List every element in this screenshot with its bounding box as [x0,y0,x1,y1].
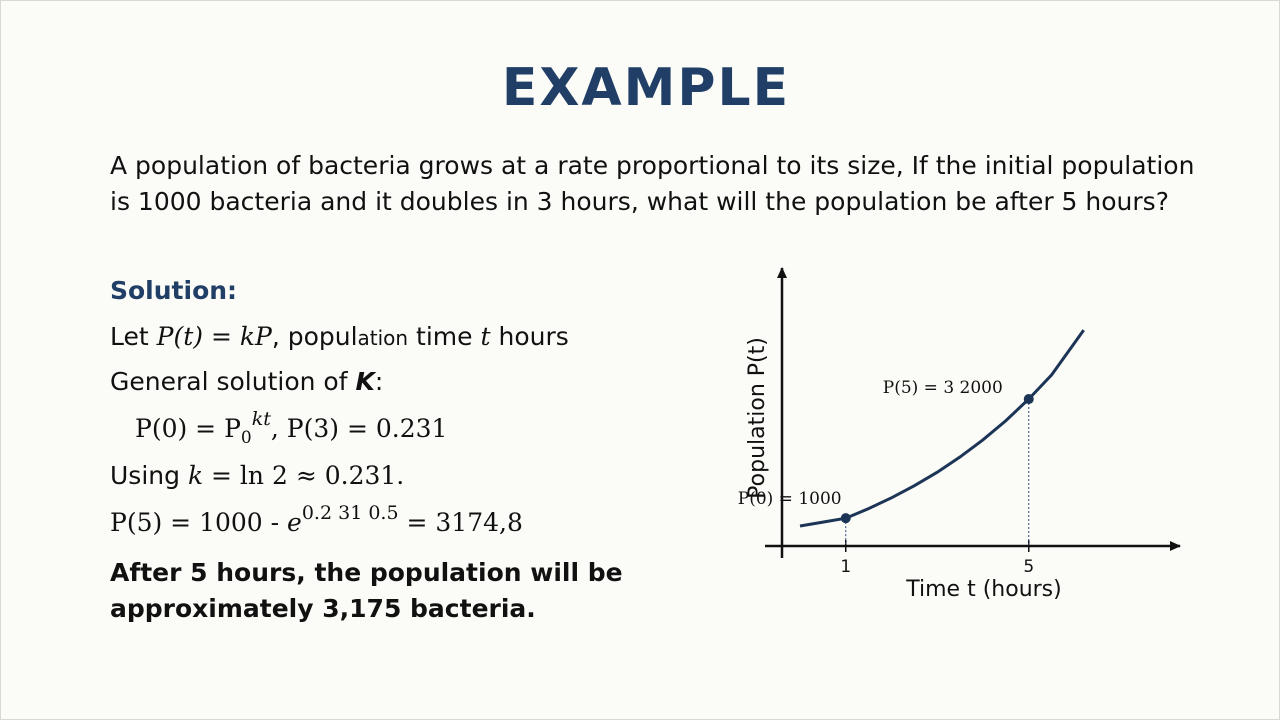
l5-formula-b: = 3174,8 [398,508,523,537]
l1-text-b: , popul [271,322,358,351]
data-point-0 [840,513,851,524]
l3-sub: 0 [240,428,252,448]
growth-curve [799,329,1085,528]
l1-text-d: time [408,322,481,351]
solution-line-1: Let P(t) = kP, population time t hours [110,322,569,351]
l1-text-a: Let [110,322,157,351]
point-label-1: P(5) = 3 2000 [883,378,1003,398]
l2-text-a: General solution of [110,367,356,396]
l3-formula-a: P(0) = P [135,414,241,443]
solution-line-3: P(0) = P0kt, P(3) = 0.231 [135,408,448,448]
l2-text-b: : [374,367,384,396]
l3-sup: kt [251,408,271,430]
l1-text-e: hours [490,322,569,351]
solution-line-5: P(5) = 1000 - e0.2 31 0.5 = 3174,8 [110,502,523,537]
l1-var-t: t [480,322,491,351]
l4-var-k: k [187,461,204,490]
solution-heading: Solution: [110,276,238,305]
solution-line-2: General solution of K: [110,367,383,396]
data-point-1 [1023,394,1034,405]
l1-formula: P(t) = kP [156,322,272,351]
x-tick-label-1: 5 [1023,557,1034,577]
l4-text-a: Using [110,461,188,490]
l4-formula: = ln 2 ≈ 0.231. [203,461,405,490]
l1-text-c: ation [357,326,409,350]
point-label-0: P(0) = 1000 [738,489,842,509]
problem-statement: A population of bacteria grows at a rate… [110,151,1195,216]
l2-var-k: K [355,367,375,396]
x-axis-label: Time t (hours) [905,577,1061,602]
slide-title: EXAMPLE [501,58,791,118]
x-tick-label-0: 1 [840,557,851,577]
l5-formula-a: P(5) = 1000 - [110,508,288,537]
solution-line-4: Using k = ln 2 ≈ 0.231. [110,461,404,490]
l5-e: e [287,508,302,537]
conclusion-text: After 5 hours, the population will be ap… [110,558,623,623]
l5-sup: 0.2 31 0.5 [301,502,399,524]
l3-formula-b: , P(3) = 0.231 [270,414,448,443]
y-axis-label: Population P(t) [745,337,770,499]
